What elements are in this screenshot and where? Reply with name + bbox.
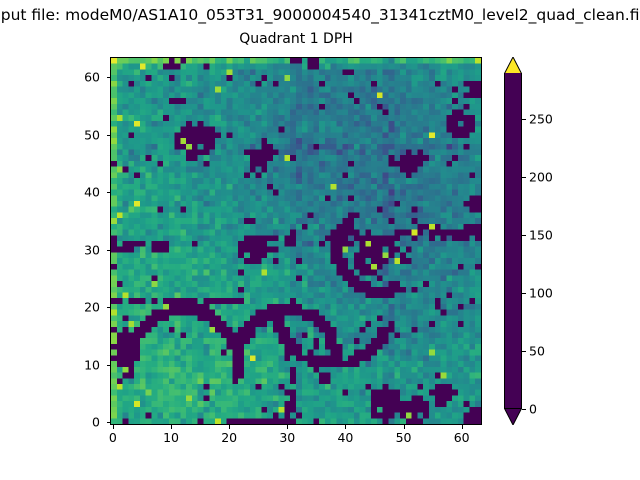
- y-tick-label: 10: [84, 357, 100, 373]
- y-tick-mark: [106, 77, 110, 79]
- colorbar-tick-label: 0: [529, 401, 537, 417]
- colorbar-tick-label: 150: [529, 227, 553, 243]
- y-tick-mark: [106, 364, 110, 366]
- x-tick-label: 0: [108, 430, 117, 445]
- y-tick-mark: [106, 307, 110, 309]
- colorbar-gradient: [505, 73, 521, 409]
- axes-title: Quadrant 1 DPH: [239, 31, 353, 47]
- colorbar[interactable]: [504, 57, 522, 425]
- figure-suptitle: Input file: modeM0/AS1A10_053T31_9000004…: [0, 6, 640, 24]
- colorbar-extend-max-arrow: [504, 57, 522, 74]
- x-tick-mark: [345, 425, 347, 429]
- colorbar-tick-label: 250: [529, 111, 553, 127]
- y-tick-mark: [106, 192, 110, 194]
- y-tick-label: 0: [92, 414, 100, 430]
- x-tick-label: 40: [337, 430, 354, 445]
- y-tick-label: 30: [84, 242, 100, 258]
- colorbar-tick-mark: [522, 409, 526, 410]
- y-tick-mark: [106, 134, 110, 136]
- y-tick-label: 60: [84, 69, 100, 85]
- colorbar-tick-mark: [522, 177, 526, 179]
- x-tick-mark: [461, 425, 463, 429]
- x-tick-label: 30: [279, 430, 296, 445]
- colorbar-tick-mark: [522, 235, 526, 237]
- colorbar-tick-label: 50: [529, 343, 545, 359]
- colorbar-tick-label: 200: [529, 169, 553, 185]
- colorbar-gradient-body[interactable]: [504, 73, 522, 409]
- colorbar-tick-mark: [522, 293, 526, 295]
- colorbar-tick-mark: [522, 119, 526, 121]
- y-tick-label: 50: [84, 127, 100, 143]
- x-tick-mark: [171, 425, 173, 429]
- x-tick-label: 60: [453, 430, 470, 445]
- y-tick-label: 20: [84, 299, 100, 315]
- x-tick-label: 10: [163, 430, 179, 445]
- x-tick-label: 20: [221, 430, 238, 445]
- colorbar-tick-label: 100: [529, 285, 553, 301]
- x-tick-mark: [403, 425, 405, 429]
- colorbar-extend-min-arrow: [504, 408, 522, 425]
- x-tick-mark: [229, 425, 231, 429]
- y-tick-mark: [106, 249, 110, 251]
- heatmap-axes[interactable]: [110, 57, 482, 425]
- x-tick-label: 50: [395, 430, 412, 445]
- x-tick-mark: [287, 425, 289, 429]
- heatmap-image[interactable]: [111, 58, 481, 424]
- suptitle-clip: Input file: modeM0/AS1A10_053T31_9000004…: [0, 4, 640, 26]
- colorbar-tick-mark: [522, 351, 526, 353]
- y-tick-mark: [106, 422, 110, 424]
- y-tick-label: 40: [84, 184, 100, 200]
- x-tick-mark: [112, 425, 114, 429]
